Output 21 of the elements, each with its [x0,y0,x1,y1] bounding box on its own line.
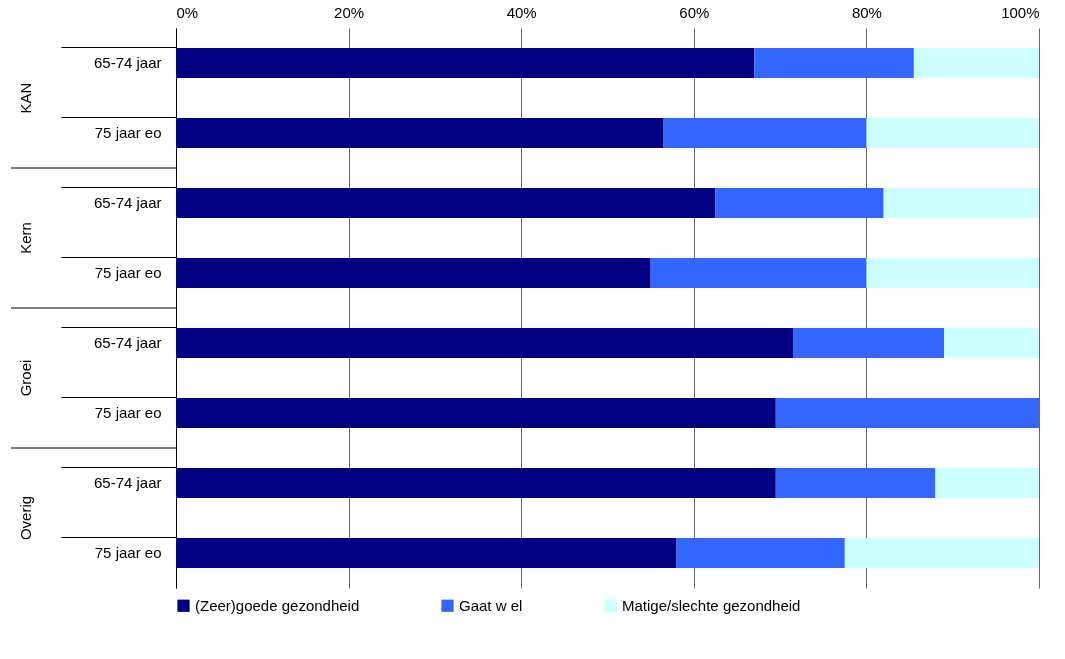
y-tick-label: 65-74 jaar [93,194,162,211]
y-tick-label: 65-74 jaar [93,334,162,351]
y-tick-label: 75 jaar eo [94,404,162,421]
y-tick-label: 75 jaar eo [94,124,162,141]
legend-label: Gaat w el [459,596,523,614]
x-tick-label: 80% [851,3,882,21]
y-tick-label: 65-74 jaar [93,474,162,491]
x-tick-label: 60% [679,3,710,21]
text: Groei [17,359,34,397]
y-tick-label: 75 jaar eo [94,264,162,281]
x-tick-label: 40% [506,3,537,21]
x-tick-label: 0% [176,3,199,21]
legend-label: Matige/slechte gezondheid [622,596,801,614]
y-tick-label: 65-74 jaar [93,54,162,71]
y-tick-label: 75 jaar eo [94,544,162,561]
x-tick-label: 20% [334,3,365,21]
text: Kern [17,222,34,254]
text: KAN [17,82,34,114]
text: Overig [17,495,34,541]
x-tick-label: 100% [1001,3,1040,21]
legend-label: (Zeer)goede gezondheid [195,596,360,614]
